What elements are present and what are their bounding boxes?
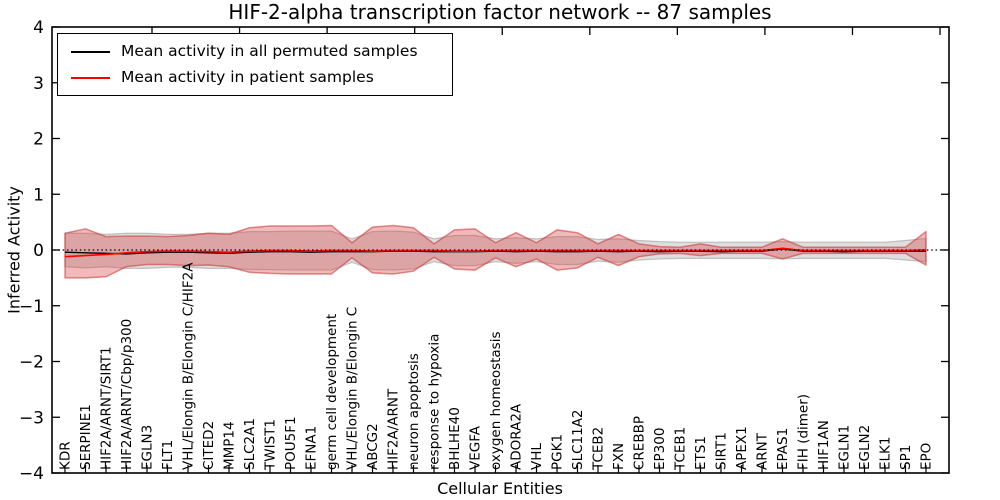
legend-item-patient: Mean activity in patient samples [71,69,452,86]
legend: Mean activity in all permuted samples Me… [57,33,453,96]
gene-tick-label: VHL/Elongin B/Elongin C [345,307,361,470]
y-tick-label: 2 [33,130,44,150]
gene-tick-label: FIH (dimer) [796,394,812,470]
mean-activity-in-patient-samples-line [64,247,927,258]
gene-tick-label: TCEB1 [673,427,689,471]
gene-tick-label: germ cell development [324,314,340,470]
y-tick-label: 1 [33,185,44,205]
y-tick-label: 0 [33,241,44,261]
gene-tick-label: SLC11A2 [570,409,586,470]
gene-tick-label: VEGFA [468,425,484,470]
gene-tick-label: EPO [919,443,935,470]
gene-tick-label: oxygen homeostasis [488,332,504,471]
gene-tick-label: MMP14 [222,421,238,470]
y-tick-label: 4 [33,18,44,38]
y-tick-label: −1 [19,297,44,317]
y-tick-label: −4 [19,464,44,484]
gene-tick-label: neuron apoptosis [406,353,422,470]
gene-tick-label: PGK1 [550,434,566,470]
gene-tick-label: VHL/Elongin B/Elongin C/HIF2A [181,262,197,470]
gene-tick-label: BHLHE40 [447,407,463,470]
gene-tick-label: VHL [529,443,545,470]
gene-tick-label: response to hypoxia [427,334,443,470]
gene-tick-label: TCEB2 [591,427,607,471]
gene-tick-label: EGLN1 [837,425,853,470]
gene-tick-label: CITED2 [201,421,217,470]
gene-tick-label: FLT1 [160,440,176,470]
legend-label: Mean activity in all permuted samples [121,42,418,60]
black-line-sample-icon [71,50,110,53]
gene-tick-label: ARNT [755,432,771,470]
axes-frame [51,26,950,474]
gene-tick-label: ETS1 [693,436,709,470]
gene-tick-label: SLC2A1 [242,418,258,470]
gene-tick-label: SP1 [898,445,914,470]
gene-tick-label: EFNA1 [304,426,320,470]
y-axis-label: Inferred Activity [4,186,24,314]
y-tick-label: −2 [19,353,44,373]
gene-tick-label: HIF1AN [816,420,832,470]
legend-item-permuted: Mean activity in all permuted samples [71,43,452,60]
gene-tick-label: HIF2A/ARNT [386,388,402,470]
gene-tick-label: APEX1 [734,426,750,470]
x-axis-label: Cellular Entities [437,479,563,498]
gene-tick-label: HIF2A/ARNT/Cbp/p300 [119,319,135,470]
y-tick-label: −3 [19,408,44,428]
gene-tick-label: POU5F1 [283,416,299,470]
legend-label: Mean activity in patient samples [121,68,374,86]
gene-tick-label: HIF2A/ARNT/SIRT1 [99,346,115,470]
y-tick-label: 3 [33,74,44,94]
gene-tick-label: EGLN3 [140,425,156,470]
gene-tick-label: TWIST1 [263,419,279,471]
gene-tick-label: EPAS1 [775,428,791,470]
gene-tick-label: EGLN2 [857,425,873,470]
gene-tick-label: EP300 [652,428,668,470]
gene-tick-label: CREBBP [632,416,648,470]
gene-tick-label: ABCG2 [365,423,381,470]
chart-title: HIF-2-alpha transcription factor network… [228,0,772,24]
gene-tick-label: ELK1 [878,437,894,471]
gene-tick-label: ADORA2A [509,403,525,470]
gene-tick-label: FXN [611,443,627,470]
red-line-sample-icon [71,76,110,79]
gene-tick-label: KDR [58,441,74,470]
gene-tick-label: SERPINE1 [78,404,94,470]
gene-tick-label: SIRT1 [714,432,730,470]
